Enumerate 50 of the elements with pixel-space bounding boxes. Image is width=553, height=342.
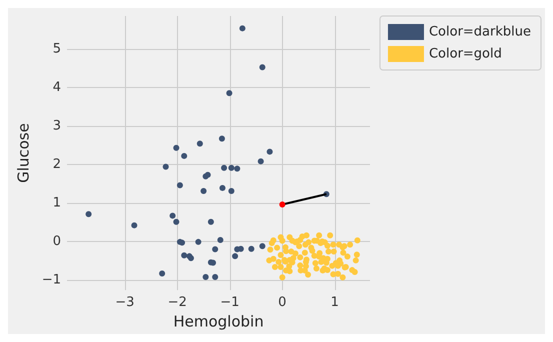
point [259,243,266,250]
point [218,136,225,142]
point [202,274,209,280]
point [239,25,246,32]
point [212,274,218,280]
point [173,144,180,151]
point [258,158,264,164]
point [173,218,180,225]
point [176,182,183,188]
point [181,152,188,159]
legend-label: Color=darkblue [428,24,532,40]
point [266,148,273,155]
x-tick-label: −3 [115,295,134,310]
point [200,188,207,194]
y-axis-title: Glucose [14,123,32,183]
point [86,211,92,218]
point [170,212,176,219]
y-tick-label: 4 [52,80,62,95]
x-tick-label: −2 [168,295,187,310]
y-tick-label: −1 [42,272,62,288]
point [181,252,188,258]
y-tick-label: 3 [52,118,62,134]
point [162,164,169,170]
point [248,246,254,252]
point [226,90,232,96]
point [159,270,166,277]
point [228,188,234,194]
point [259,64,266,70]
x-tick-label: 0 [278,295,286,310]
point [217,236,224,243]
legend-label: Color=gold [428,46,502,62]
point [179,240,186,246]
point [212,246,218,252]
point [228,164,234,171]
point [195,238,202,245]
y-tick-label: 5 [52,41,62,56]
point [219,184,226,191]
point [208,218,214,225]
point [196,140,203,147]
y-tick-label: 0 [52,234,62,250]
y-tick-label: 2 [52,156,62,172]
y-tick-label: 1 [52,195,62,210]
point [221,164,228,171]
point [232,253,238,260]
point [279,202,286,208]
point [234,166,240,172]
x-axis-title: Hemoglobin [173,312,264,330]
x-tick-label: −1 [220,295,240,310]
point [131,222,138,228]
x-tick-label: 1 [330,295,339,310]
